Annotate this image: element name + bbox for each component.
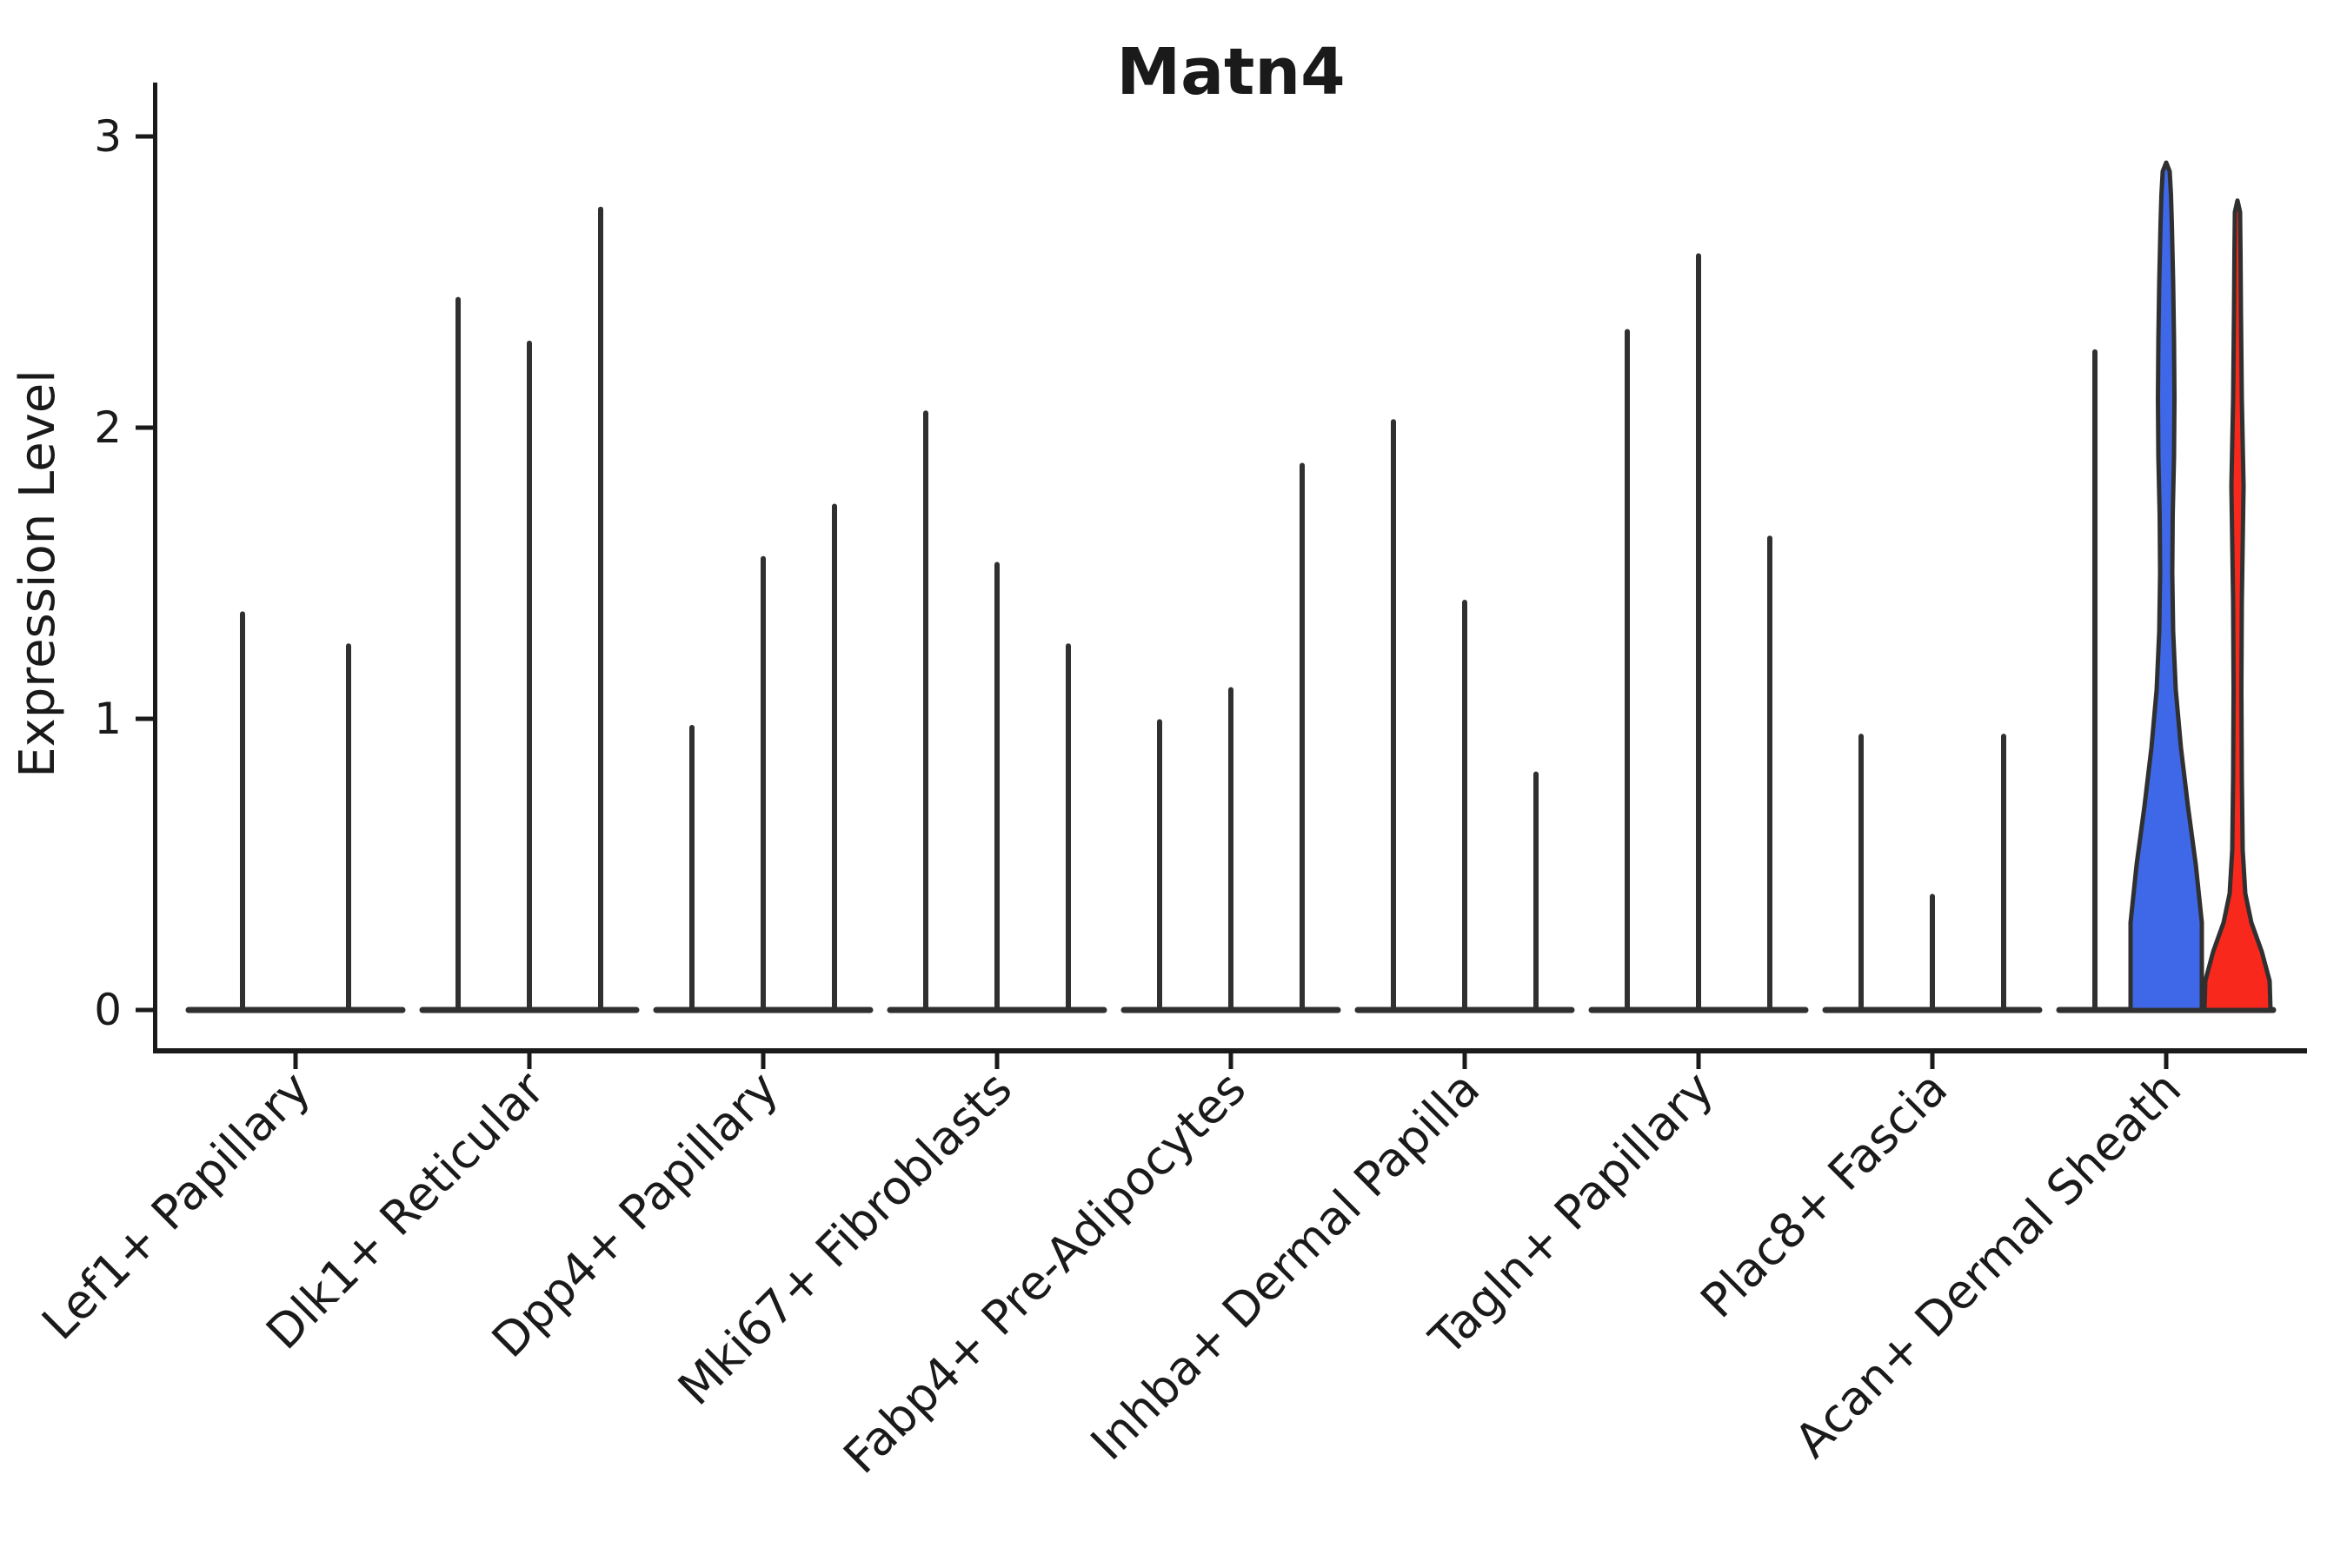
y-tick-label: 0 xyxy=(94,985,122,1035)
x-tick-label: Inhba+ Dermal Papilla xyxy=(1080,1061,1490,1471)
bottom-spine xyxy=(153,1048,2307,1053)
x-axis-ticks xyxy=(293,1053,2169,1069)
violins xyxy=(185,160,2277,1013)
chart-title: Matn4 xyxy=(1116,35,1345,110)
y-axis-label: Expression Level xyxy=(10,369,66,778)
filled-violin xyxy=(2202,198,2273,1013)
filled-violin xyxy=(2128,160,2204,1013)
x-tick-label: Fabp4+ Pre-Adipocytes xyxy=(833,1061,1256,1485)
y-axis-ticks: 0 1 2 3 xyxy=(94,111,154,1035)
x-tick-label: Plac8+ Fascia xyxy=(1690,1061,1958,1329)
left-spine xyxy=(153,83,157,1053)
x-tick-label: Acan+ Dermal Sheath xyxy=(1785,1061,2191,1468)
y-tick-label: 2 xyxy=(94,402,122,453)
y-tick-label: 3 xyxy=(94,111,122,162)
y-tick-label: 1 xyxy=(94,694,122,744)
